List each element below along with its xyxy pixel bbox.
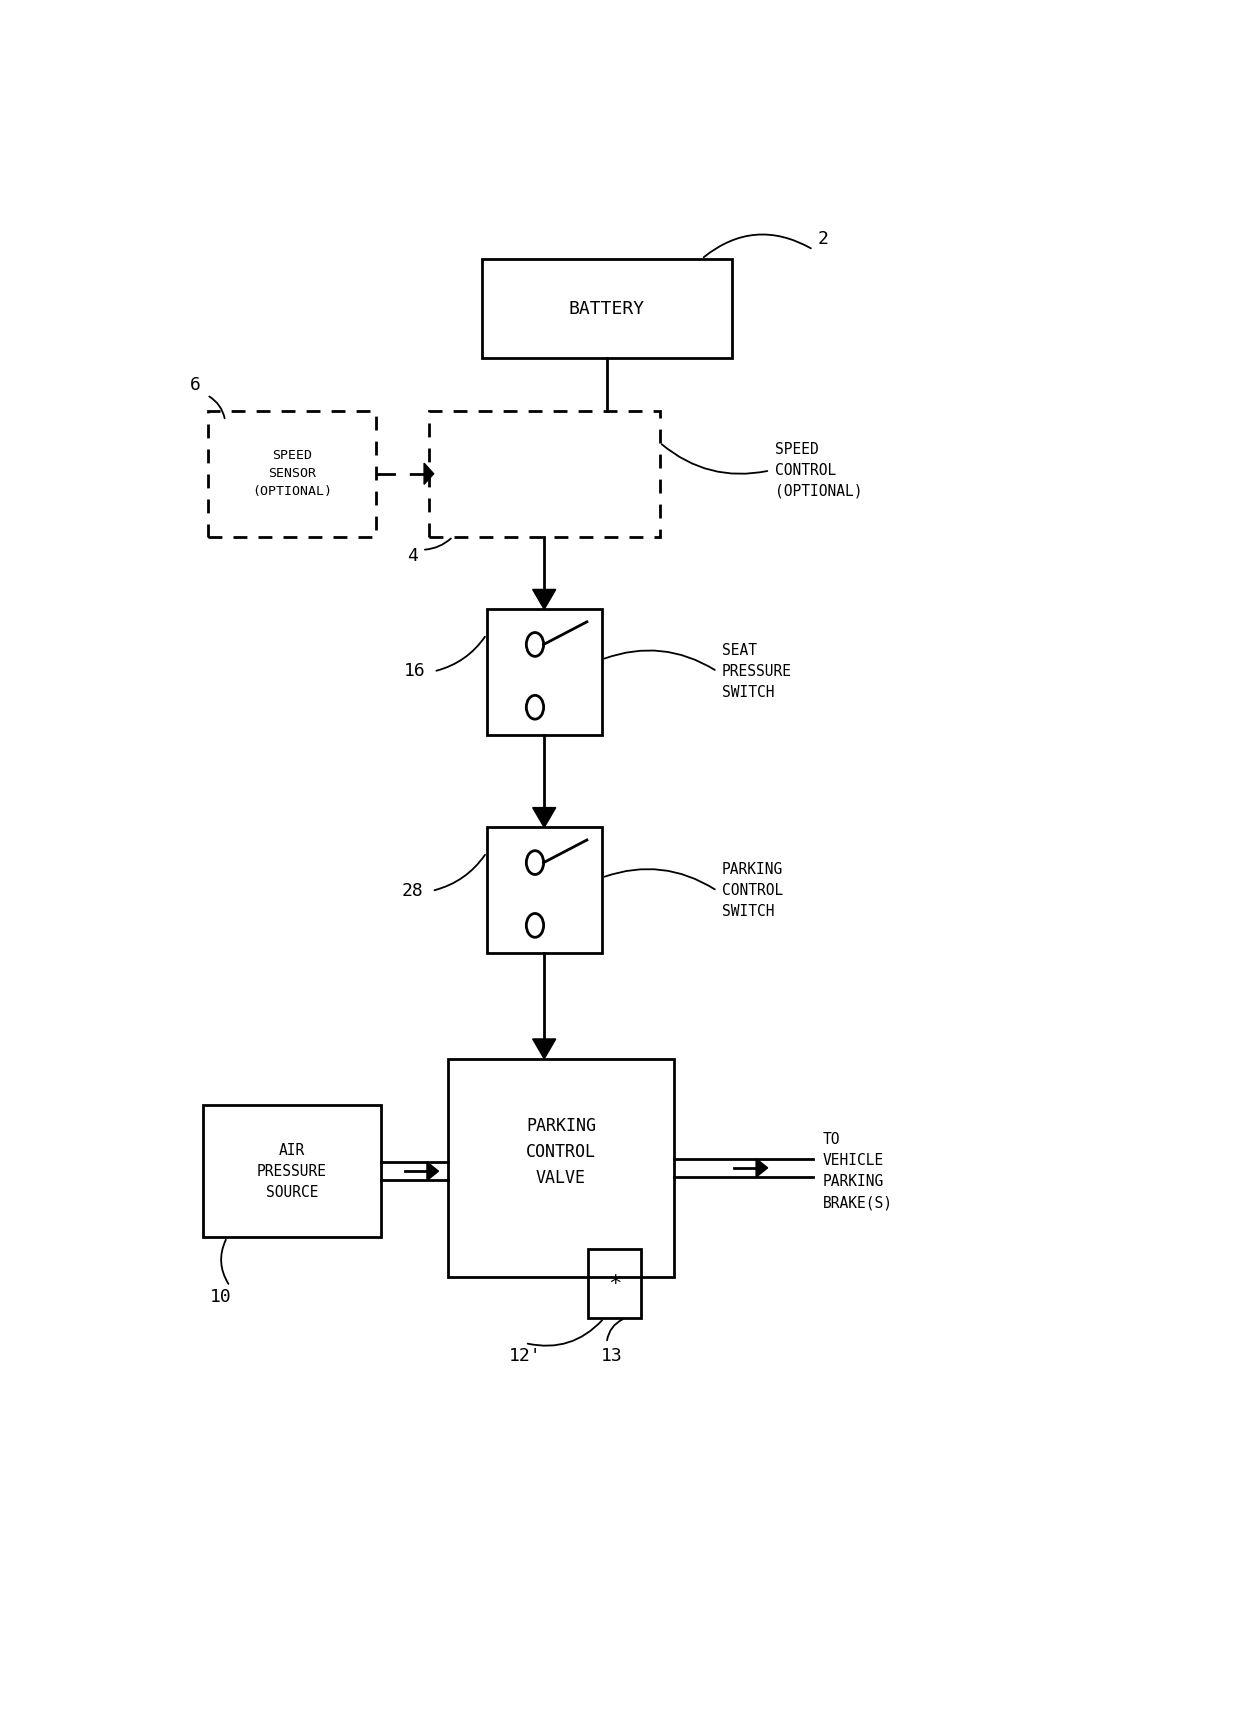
Text: 2: 2 bbox=[817, 230, 828, 247]
Polygon shape bbox=[424, 464, 434, 484]
Text: TO
VEHICLE
PARKING
BRAKE(S): TO VEHICLE PARKING BRAKE(S) bbox=[823, 1132, 893, 1210]
Text: PARKING
CONTROL
VALVE: PARKING CONTROL VALVE bbox=[526, 1116, 596, 1188]
Bar bbox=[203, 1106, 381, 1238]
Text: 4: 4 bbox=[407, 548, 418, 565]
Bar bbox=[481, 259, 732, 359]
Text: SPEED
CONTROL
(OPTIONAL): SPEED CONTROL (OPTIONAL) bbox=[775, 441, 862, 500]
Text: AIR
PRESSURE
SOURCE: AIR PRESSURE SOURCE bbox=[257, 1144, 327, 1200]
Text: 6: 6 bbox=[190, 376, 201, 393]
Text: 28: 28 bbox=[402, 883, 423, 900]
Text: 13: 13 bbox=[600, 1348, 622, 1365]
Bar bbox=[448, 1059, 675, 1277]
Bar bbox=[429, 410, 660, 537]
Text: PARKING
CONTROL
SWITCH: PARKING CONTROL SWITCH bbox=[722, 862, 784, 919]
Bar bbox=[208, 410, 376, 537]
Text: *: * bbox=[608, 1274, 621, 1295]
Polygon shape bbox=[533, 1039, 556, 1059]
Polygon shape bbox=[533, 807, 556, 828]
Text: BATTERY: BATTERY bbox=[569, 299, 645, 318]
Bar bbox=[486, 610, 601, 735]
Bar bbox=[588, 1250, 641, 1319]
Polygon shape bbox=[756, 1159, 768, 1178]
Text: 10: 10 bbox=[210, 1288, 231, 1305]
Polygon shape bbox=[427, 1162, 439, 1180]
Text: 16: 16 bbox=[403, 663, 425, 680]
Polygon shape bbox=[533, 589, 556, 610]
Text: SPEED
SENSOR
(OPTIONAL): SPEED SENSOR (OPTIONAL) bbox=[252, 450, 332, 498]
Text: SEAT
PRESSURE
SWITCH: SEAT PRESSURE SWITCH bbox=[722, 642, 792, 701]
Bar bbox=[486, 828, 601, 953]
Text: 12': 12' bbox=[508, 1348, 542, 1365]
